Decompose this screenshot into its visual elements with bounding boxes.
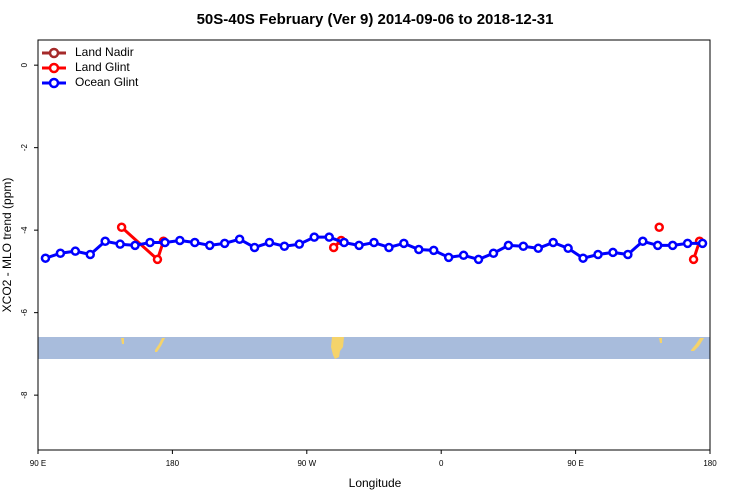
- point: [384, 242, 394, 253]
- point: [369, 237, 379, 248]
- map-strip: [38, 337, 710, 359]
- point: [160, 237, 170, 248]
- point: [667, 240, 678, 251]
- y-tick-label: -4: [20, 226, 29, 234]
- point: [608, 247, 618, 258]
- point: [399, 238, 409, 249]
- point: [414, 244, 424, 255]
- point: [249, 242, 260, 253]
- point: [688, 254, 699, 265]
- point: [130, 240, 140, 251]
- y-axis-label: XCO2 - MLO trend (ppm): [0, 178, 14, 313]
- point: [204, 240, 215, 251]
- point: [503, 240, 514, 251]
- point: [324, 232, 334, 242]
- point: [328, 242, 339, 253]
- x-tick-label: 90 W: [297, 459, 316, 468]
- point: [294, 239, 305, 249]
- point: [145, 237, 155, 248]
- point: [488, 248, 499, 258]
- point: [339, 237, 349, 248]
- point: [638, 236, 648, 247]
- legend-marker: [48, 77, 60, 89]
- point: [55, 248, 66, 258]
- legend-label: Land Nadir: [75, 45, 134, 59]
- x-tick-label: 180: [703, 459, 717, 468]
- point: [428, 245, 439, 256]
- point: [279, 241, 290, 251]
- point: [234, 234, 245, 244]
- x-tick-label: 90 E: [30, 459, 46, 468]
- x-axis-label: Longitude: [349, 476, 402, 490]
- point: [697, 238, 708, 249]
- point: [654, 222, 664, 233]
- x-tick-label: 90 E: [567, 459, 583, 468]
- point: [152, 254, 163, 265]
- x-tick-label: 0: [439, 459, 444, 468]
- point: [518, 241, 529, 251]
- point: [40, 253, 51, 263]
- legend-marker: [48, 47, 60, 59]
- point: [116, 222, 127, 233]
- point: [623, 249, 633, 260]
- y-tick-label: -8: [20, 391, 29, 399]
- x-tick-label: 180: [166, 459, 180, 468]
- y-tick-label: 0: [20, 62, 29, 67]
- point: [85, 249, 96, 260]
- point: [652, 240, 663, 251]
- point: [309, 232, 320, 242]
- point: [593, 249, 603, 260]
- point: [473, 254, 484, 265]
- point: [533, 243, 544, 254]
- point: [563, 243, 573, 254]
- point: [458, 250, 469, 261]
- point: [70, 246, 81, 256]
- plot-frame: [37, 39, 711, 451]
- legend-marker: [48, 62, 60, 74]
- point: [115, 239, 125, 249]
- point: [219, 238, 230, 249]
- point: [682, 238, 693, 249]
- point: [175, 235, 185, 246]
- y-tick-label: -6: [20, 309, 29, 317]
- point: [190, 237, 200, 248]
- point: [100, 236, 110, 247]
- y-tick-label: -2: [20, 144, 29, 152]
- point: [548, 237, 558, 248]
- point: [354, 240, 364, 251]
- legend-label: Ocean Glint: [75, 75, 139, 89]
- point: [264, 237, 275, 248]
- point: [443, 252, 454, 263]
- chart-title: 50S-40S February (Ver 9) 2014-09-06 to 2…: [197, 11, 554, 28]
- legend-label: Land Glint: [75, 60, 130, 74]
- point: [578, 253, 588, 263]
